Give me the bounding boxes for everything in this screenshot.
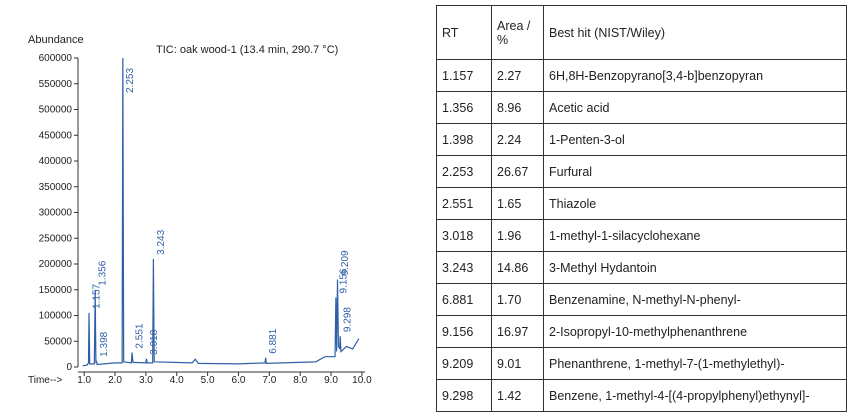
trace [82,57,360,367]
y-tick-label: 450000 [39,130,73,141]
x-tick-label: 7.0 [262,375,276,386]
peak-label: 1.398 [99,331,110,356]
table-row: 1.157 2.27 6H,8H-Benzopyrano[3,4-b]benzopy… [436,59,847,92]
table-cell: 2.27 [491,59,544,92]
table-row: 1.398 2.24 1-Penten-3-ol [436,123,847,156]
table-cell: Benzenamine, N-methyl-N-phenyl- [543,283,847,316]
y-tick-label: 200000 [39,259,73,270]
table-cell: 14.86 [491,251,544,284]
table-cell: 2.551 [436,187,492,220]
peak-label: 2.551 [134,323,145,348]
table-cell: 1.157 [436,59,492,92]
y-tick-label: 600000 [39,53,73,64]
table-cell: Furfural [543,155,847,188]
table-cell: 8.96 [491,91,544,124]
table-cell: 1.96 [491,219,544,252]
table-cell: 6H,8H-Benzopyrano[3,4-b]benzopyran [543,59,847,92]
table-cell: 1.398 [436,123,492,156]
peak-label: 9.209 [340,250,351,275]
table-cell: 2.253 [436,155,492,188]
table-cell: 3.018 [436,219,492,252]
table-cell: 2.24 [491,123,544,156]
table-cell: 9.01 [491,347,544,380]
y-tick-label: 50000 [44,336,72,347]
table-row: 9.298 1.42 Benzene, 1-methyl-4-[(4-propylp… [436,379,847,412]
chart-title: TIC: oak wood-1 (13.4 min, 290.7 °C) [156,44,338,56]
results-table: RT Area / % Best hit (NIST/Wiley) 1.157 2.27… [436,5,847,412]
y-tick-label: 500000 [39,105,73,116]
peak-label: 9.298 [343,307,354,332]
x-tick-label: 4.0 [170,375,184,386]
table-cell: 1.70 [491,283,544,316]
y-tick-label: 400000 [39,156,73,167]
peak-label: 1.157 [91,283,102,308]
table-row: 9.156 16.97 2-Isopropyl-10-methylphenanthr… [436,315,847,348]
x-tick-label: 6.0 [232,375,246,386]
table-row: 1.356 8.96 Acetic acid [436,91,847,124]
table-cell: 3-Methyl Hydantoin [543,251,847,284]
header-cell: Best hit (NIST/Wiley) [543,5,847,60]
peak-label: 2.253 [125,68,136,93]
x-tick-label: 5.0 [201,375,215,386]
y-tick-label: 150000 [39,285,73,296]
chart: Abundance TIC: oak wood-1 (13.4 min, 290… [28,34,372,386]
peak-label: 9.156 [338,268,349,293]
x-tick-label: 9.0 [324,375,338,386]
table-row: 6.881 1.70 Benzenamine, N-methyl-N-phenyl- [436,283,847,316]
header-cell: Area / % [491,5,544,60]
x-tick-label: 8.0 [293,375,307,386]
y-tick-label: 550000 [39,79,73,90]
table-row: 3.018 1.96 1-methyl-1-silacyclohexane [436,219,847,252]
table-cell: Phenanthrene, 1-methyl-7-(1-methylethyl)… [543,347,847,380]
x-tick-label: 1.0 [77,375,91,386]
table-cell: 1.356 [436,91,492,124]
table-cell: 6.881 [436,283,492,316]
y-tick-label: 300000 [39,208,73,219]
table-cell: 9.209 [436,347,492,380]
x-tick-label: 10.0 [352,375,372,386]
table-cell: Thiazole [543,187,847,220]
x-tick-label: 3.0 [139,375,153,386]
table-cell: Benzene, 1-methyl-4-[(4-propylphenyl)eth… [543,379,847,412]
table-row: 2.253 26.67 Furfural [436,155,847,188]
peak-label: 3.018 [149,329,160,354]
table-row: 3.243 14.86 3-Methyl Hydantoin [436,251,847,284]
x-axis-label: Time--> [28,375,63,386]
table-cell: 16.97 [491,315,544,348]
table-cell: 9.298 [436,379,492,412]
peak-label: 1.356 [98,260,109,285]
y-axis-label: Abundance [28,34,84,46]
table-cell: 1-methyl-1-silacyclohexane [543,219,847,252]
x-tick-label: 2.0 [108,375,122,386]
table-row: 9.209 9.01 Phenanthrene, 1-methyl-7-(1-met… [436,347,847,380]
table-cell: 1.65 [491,187,544,220]
table-cell: 9.156 [436,315,492,348]
table-cell: Acetic acid [543,91,847,124]
table-cell: 1-Penten-3-ol [543,123,847,156]
table-cell: 3.243 [436,251,492,284]
y-tick-label: 100000 [39,311,73,322]
table-row: 2.551 1.65 Thiazole [436,187,847,220]
table-cell: 2-Isopropyl-10-methylphenanthrene [543,315,847,348]
peak-label: 3.243 [156,229,167,254]
y-tick-label: 350000 [39,182,73,193]
y-tick-label: 250000 [39,233,73,244]
y-tick-label: 0 [66,362,72,373]
header-cell: RT [436,5,492,60]
table-cell: 1.42 [491,379,544,412]
peak-label: 6.881 [268,328,279,353]
header-row: RT Area / % Best hit (NIST/Wiley) [436,5,847,60]
table-cell: 26.67 [491,155,544,188]
